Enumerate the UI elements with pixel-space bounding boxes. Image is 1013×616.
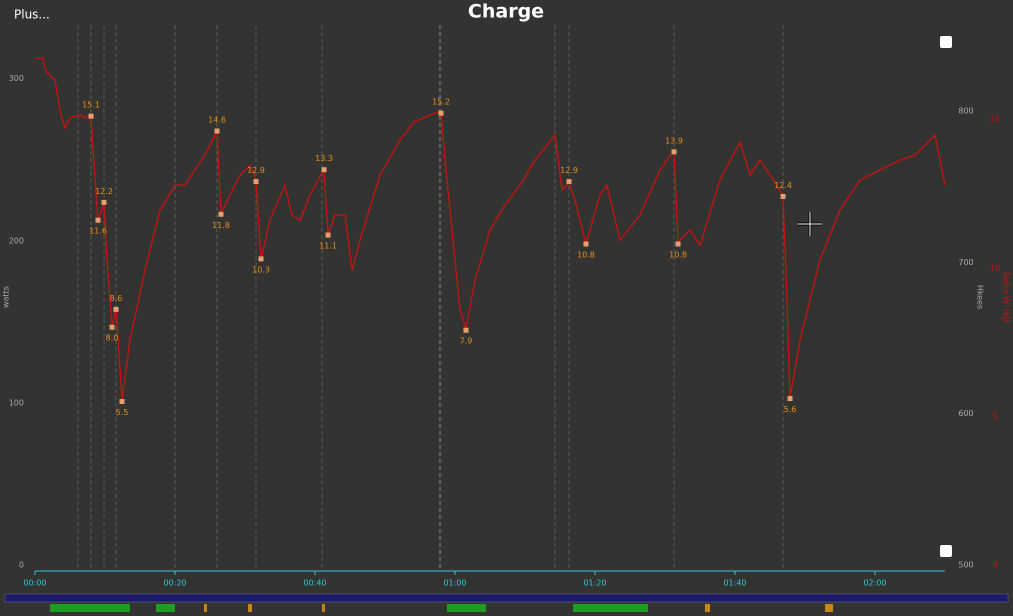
- y-tick-label: 0: [19, 561, 24, 570]
- x-tick-label: 02:00: [863, 579, 886, 588]
- y2-tick-label: 5: [992, 412, 997, 421]
- interval-bars: [50, 604, 833, 612]
- marker: [119, 399, 125, 405]
- data-label: 7.9: [460, 337, 473, 346]
- marker: [113, 306, 119, 312]
- data-label: 5.5: [116, 408, 129, 417]
- marker: [325, 232, 331, 238]
- y2-axis-label: Skiba W' (kJ): [1002, 272, 1011, 322]
- marker: [675, 241, 681, 247]
- line: [35, 57, 946, 401]
- y3-tick-label: 800: [958, 107, 973, 116]
- y-axis-label: watts: [2, 286, 11, 308]
- data-label: 12.9: [247, 166, 265, 175]
- x-tick-label: 01:20: [583, 579, 606, 588]
- menu[interactable]: Plus...: [14, 8, 50, 22]
- marker: [438, 110, 444, 116]
- data-label: 11.8: [212, 221, 230, 230]
- data-label: 10.3: [252, 265, 270, 274]
- marker: [583, 241, 589, 247]
- data-label: 12.2: [95, 187, 113, 196]
- data-label: 14.6: [208, 116, 226, 125]
- checkbox[interactable]: [940, 36, 952, 48]
- y-tick-label: 300: [9, 74, 24, 83]
- data-label: 15.1: [82, 101, 100, 110]
- marker: [463, 327, 469, 333]
- chart-title: Charge: [468, 1, 544, 23]
- x-tick-label: 01:40: [723, 579, 746, 588]
- x-tick-label: 01:00: [443, 579, 466, 588]
- x-tick-label: 00:00: [23, 579, 46, 588]
- checkbox[interactable]: [940, 545, 952, 557]
- y3-axis-label: Hkees: [976, 285, 985, 309]
- data-label: 12.9: [560, 166, 578, 175]
- y3-tick-label: 700: [958, 258, 973, 267]
- y3-tick-label: 600: [958, 409, 973, 418]
- y2-tick-label: 10: [990, 263, 1000, 272]
- marker: [787, 396, 793, 402]
- marker: [214, 128, 220, 134]
- data-label: 8.0: [106, 334, 119, 343]
- marker: [258, 256, 264, 262]
- y-tick-label: 100: [9, 398, 24, 407]
- data-label: 11.1: [319, 242, 337, 251]
- marker: [88, 113, 94, 119]
- marker: [780, 193, 786, 199]
- data-label: 13.3: [315, 154, 333, 163]
- marker: [109, 324, 115, 330]
- y3-tick-label: 500: [958, 561, 973, 570]
- marker: [671, 149, 677, 155]
- marker: [101, 199, 107, 205]
- x-tick-label: 00:40: [303, 579, 326, 588]
- data-label: 13.9: [665, 136, 683, 145]
- data-label: 10.8: [669, 251, 687, 260]
- marker: [253, 179, 259, 185]
- data-label: 15.2: [432, 98, 450, 107]
- marker: [566, 179, 572, 185]
- y2-tick-label: 15: [990, 115, 1000, 124]
- y-tick-label: 200: [9, 236, 24, 245]
- marker: [95, 217, 101, 223]
- data-label: 5.6: [784, 405, 797, 414]
- marker: [218, 211, 224, 217]
- data-label: 10.8: [577, 251, 595, 260]
- data-label: 11.6: [89, 227, 107, 236]
- overview-strip[interactable]: [4, 593, 1009, 603]
- x-tick-label: 00:20: [163, 579, 186, 588]
- y2-tick-label: 0: [992, 561, 997, 570]
- data-label: 12.4: [774, 181, 792, 190]
- data-label: 8.6: [110, 294, 123, 303]
- marker: [321, 167, 327, 173]
